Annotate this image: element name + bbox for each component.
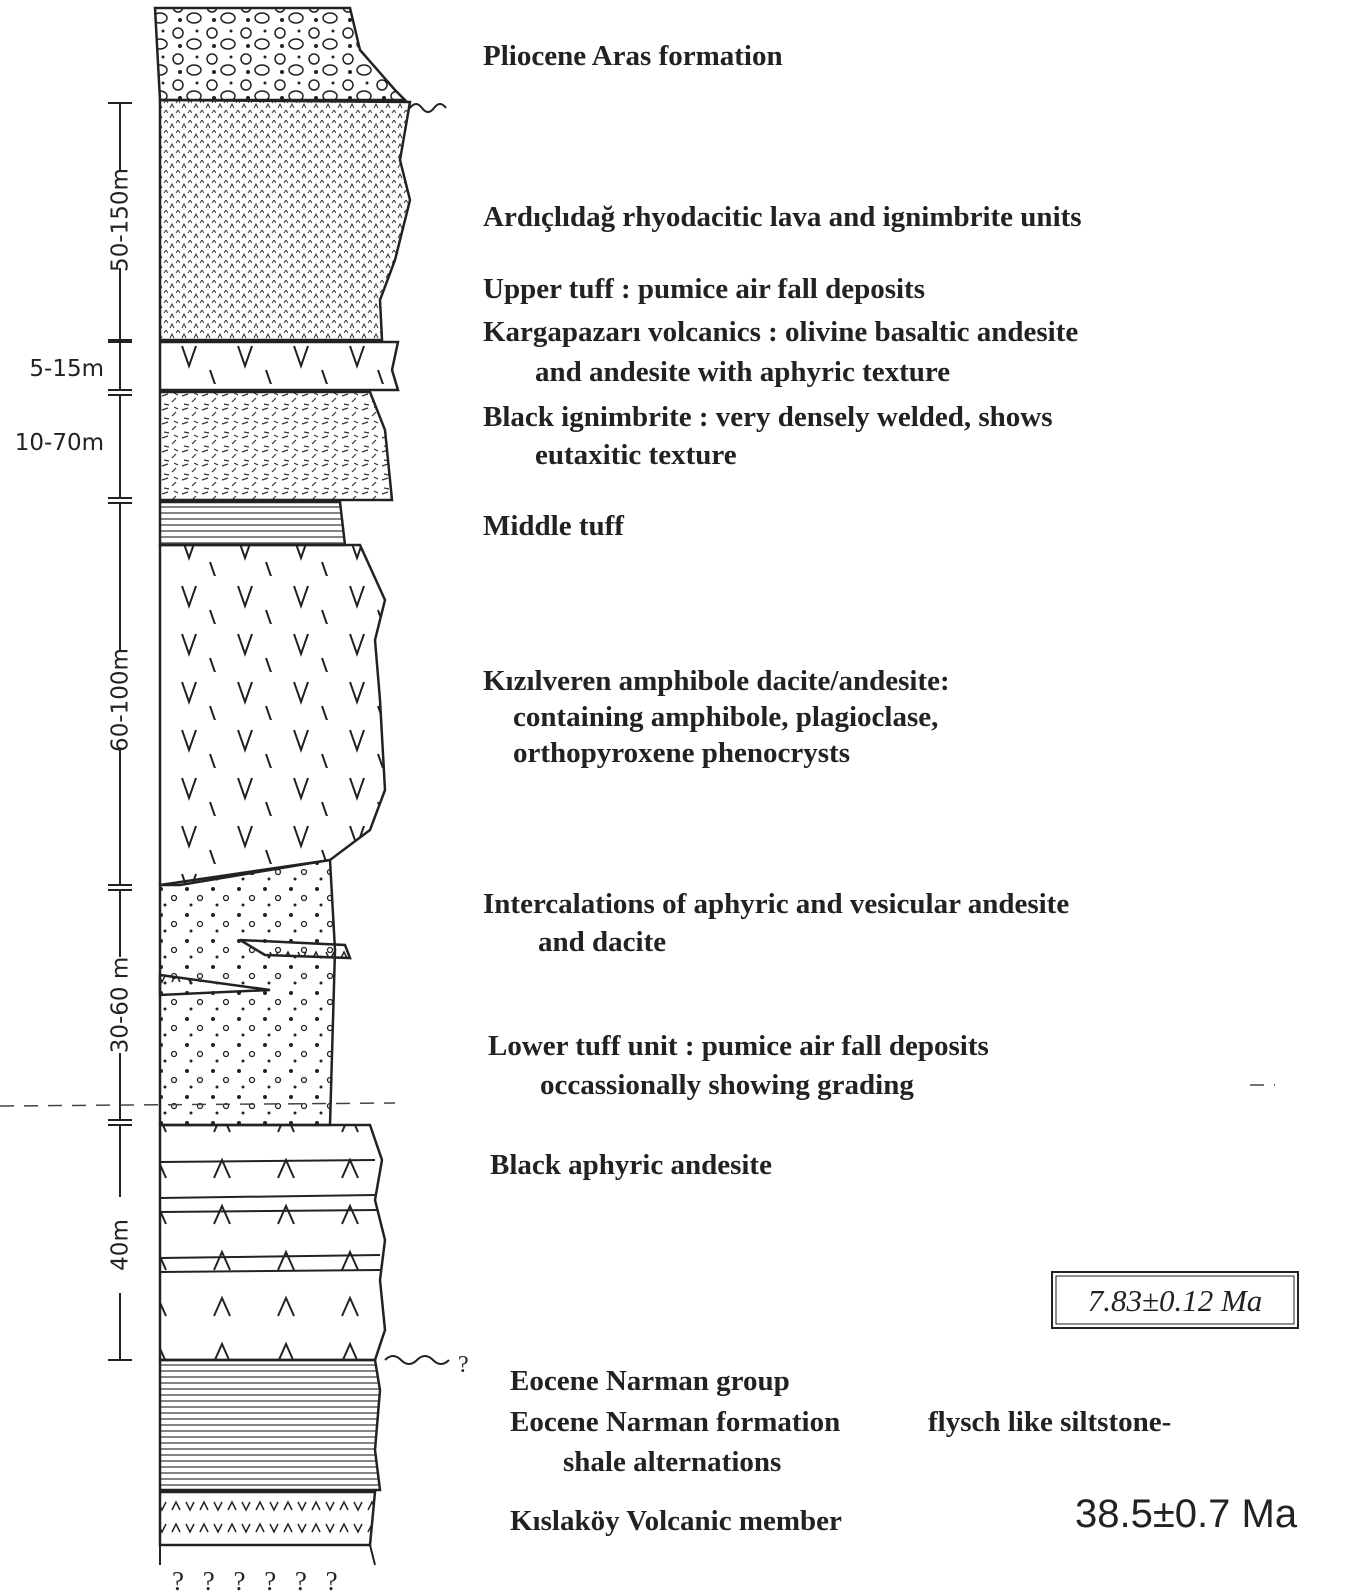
unit-label: Middle tuff bbox=[483, 510, 624, 542]
layer-kargapazari bbox=[160, 342, 398, 390]
unit-label: Kargapazarı volcanics : olivine basaltic… bbox=[483, 316, 1078, 348]
unit-label: Intercalations of aphyric and vesicular … bbox=[483, 888, 1069, 920]
unit-label: Eocene Narman group bbox=[510, 1365, 790, 1397]
column-base bbox=[160, 1545, 375, 1565]
unconformity bbox=[410, 104, 446, 112]
unit-label: orthopyroxene phenocrysts bbox=[513, 737, 850, 769]
age-label: 7.83±0.12 Ma bbox=[1088, 1283, 1263, 1318]
thickness-label: 50-150m bbox=[108, 168, 134, 272]
layer-kizilveren bbox=[160, 545, 385, 885]
unit-label: Black ignimbrite : very densely welded, … bbox=[483, 401, 1053, 433]
unit-label: containing amphibole, plagioclase, bbox=[513, 701, 938, 733]
unit-label: Kızılveren amphibole dacite/andesite: bbox=[483, 665, 950, 697]
thickness-label: 30-60 m bbox=[108, 957, 134, 1054]
layer-narman bbox=[160, 1360, 380, 1490]
unit-label: Kıslaköy Volcanic member bbox=[510, 1505, 842, 1537]
unit-label: Upper tuff : pumice air fall deposits bbox=[483, 273, 925, 305]
column bbox=[0, 8, 1298, 1565]
thickness-label: 40m bbox=[108, 1219, 134, 1271]
unit-label: eutaxitic texture bbox=[535, 439, 737, 471]
unit-label: occassionally showing grading bbox=[540, 1069, 914, 1101]
layer-middle-tuff bbox=[160, 502, 345, 545]
layer-black-ignimbrite bbox=[160, 392, 392, 500]
thickness-label: 10-70m bbox=[15, 430, 104, 456]
thickness-label: 5-15m bbox=[29, 356, 104, 382]
thickness-label: 60-100m bbox=[108, 648, 134, 752]
stratigraphic-column: 50-150m 5-15m 10-70m 60-100m 30-60 m 40m Plioc… bbox=[0, 0, 1349, 1596]
query-marks: ? ? ? ? ? ? bbox=[172, 1566, 344, 1596]
unit-label: and dacite bbox=[538, 926, 666, 958]
bracket bbox=[108, 342, 132, 390]
unit-label: Lower tuff unit : pumice air fall deposi… bbox=[488, 1030, 989, 1062]
unit-label: Eocene Narman formation bbox=[510, 1406, 840, 1438]
unit-label: flysch like siltstone- bbox=[928, 1406, 1171, 1438]
query-mark: ? bbox=[458, 1352, 469, 1378]
unit-label: Pliocene Aras formation bbox=[483, 40, 783, 72]
unit-label: shale alternations bbox=[563, 1446, 781, 1478]
layer-kislakoy bbox=[160, 1492, 375, 1545]
layer-aras bbox=[155, 8, 405, 100]
unit-label: Ardıçlıdağ rhyodacitic lava and ignimbri… bbox=[483, 201, 1082, 233]
unconformity bbox=[385, 1356, 449, 1364]
age-label: 38.5±0.7 Ma bbox=[1075, 1492, 1298, 1536]
layer-ardicli bbox=[160, 100, 410, 340]
bracket bbox=[108, 395, 132, 498]
unit-label: Black aphyric andesite bbox=[490, 1149, 772, 1181]
unit-label: and andesite with aphyric texture bbox=[535, 356, 950, 388]
